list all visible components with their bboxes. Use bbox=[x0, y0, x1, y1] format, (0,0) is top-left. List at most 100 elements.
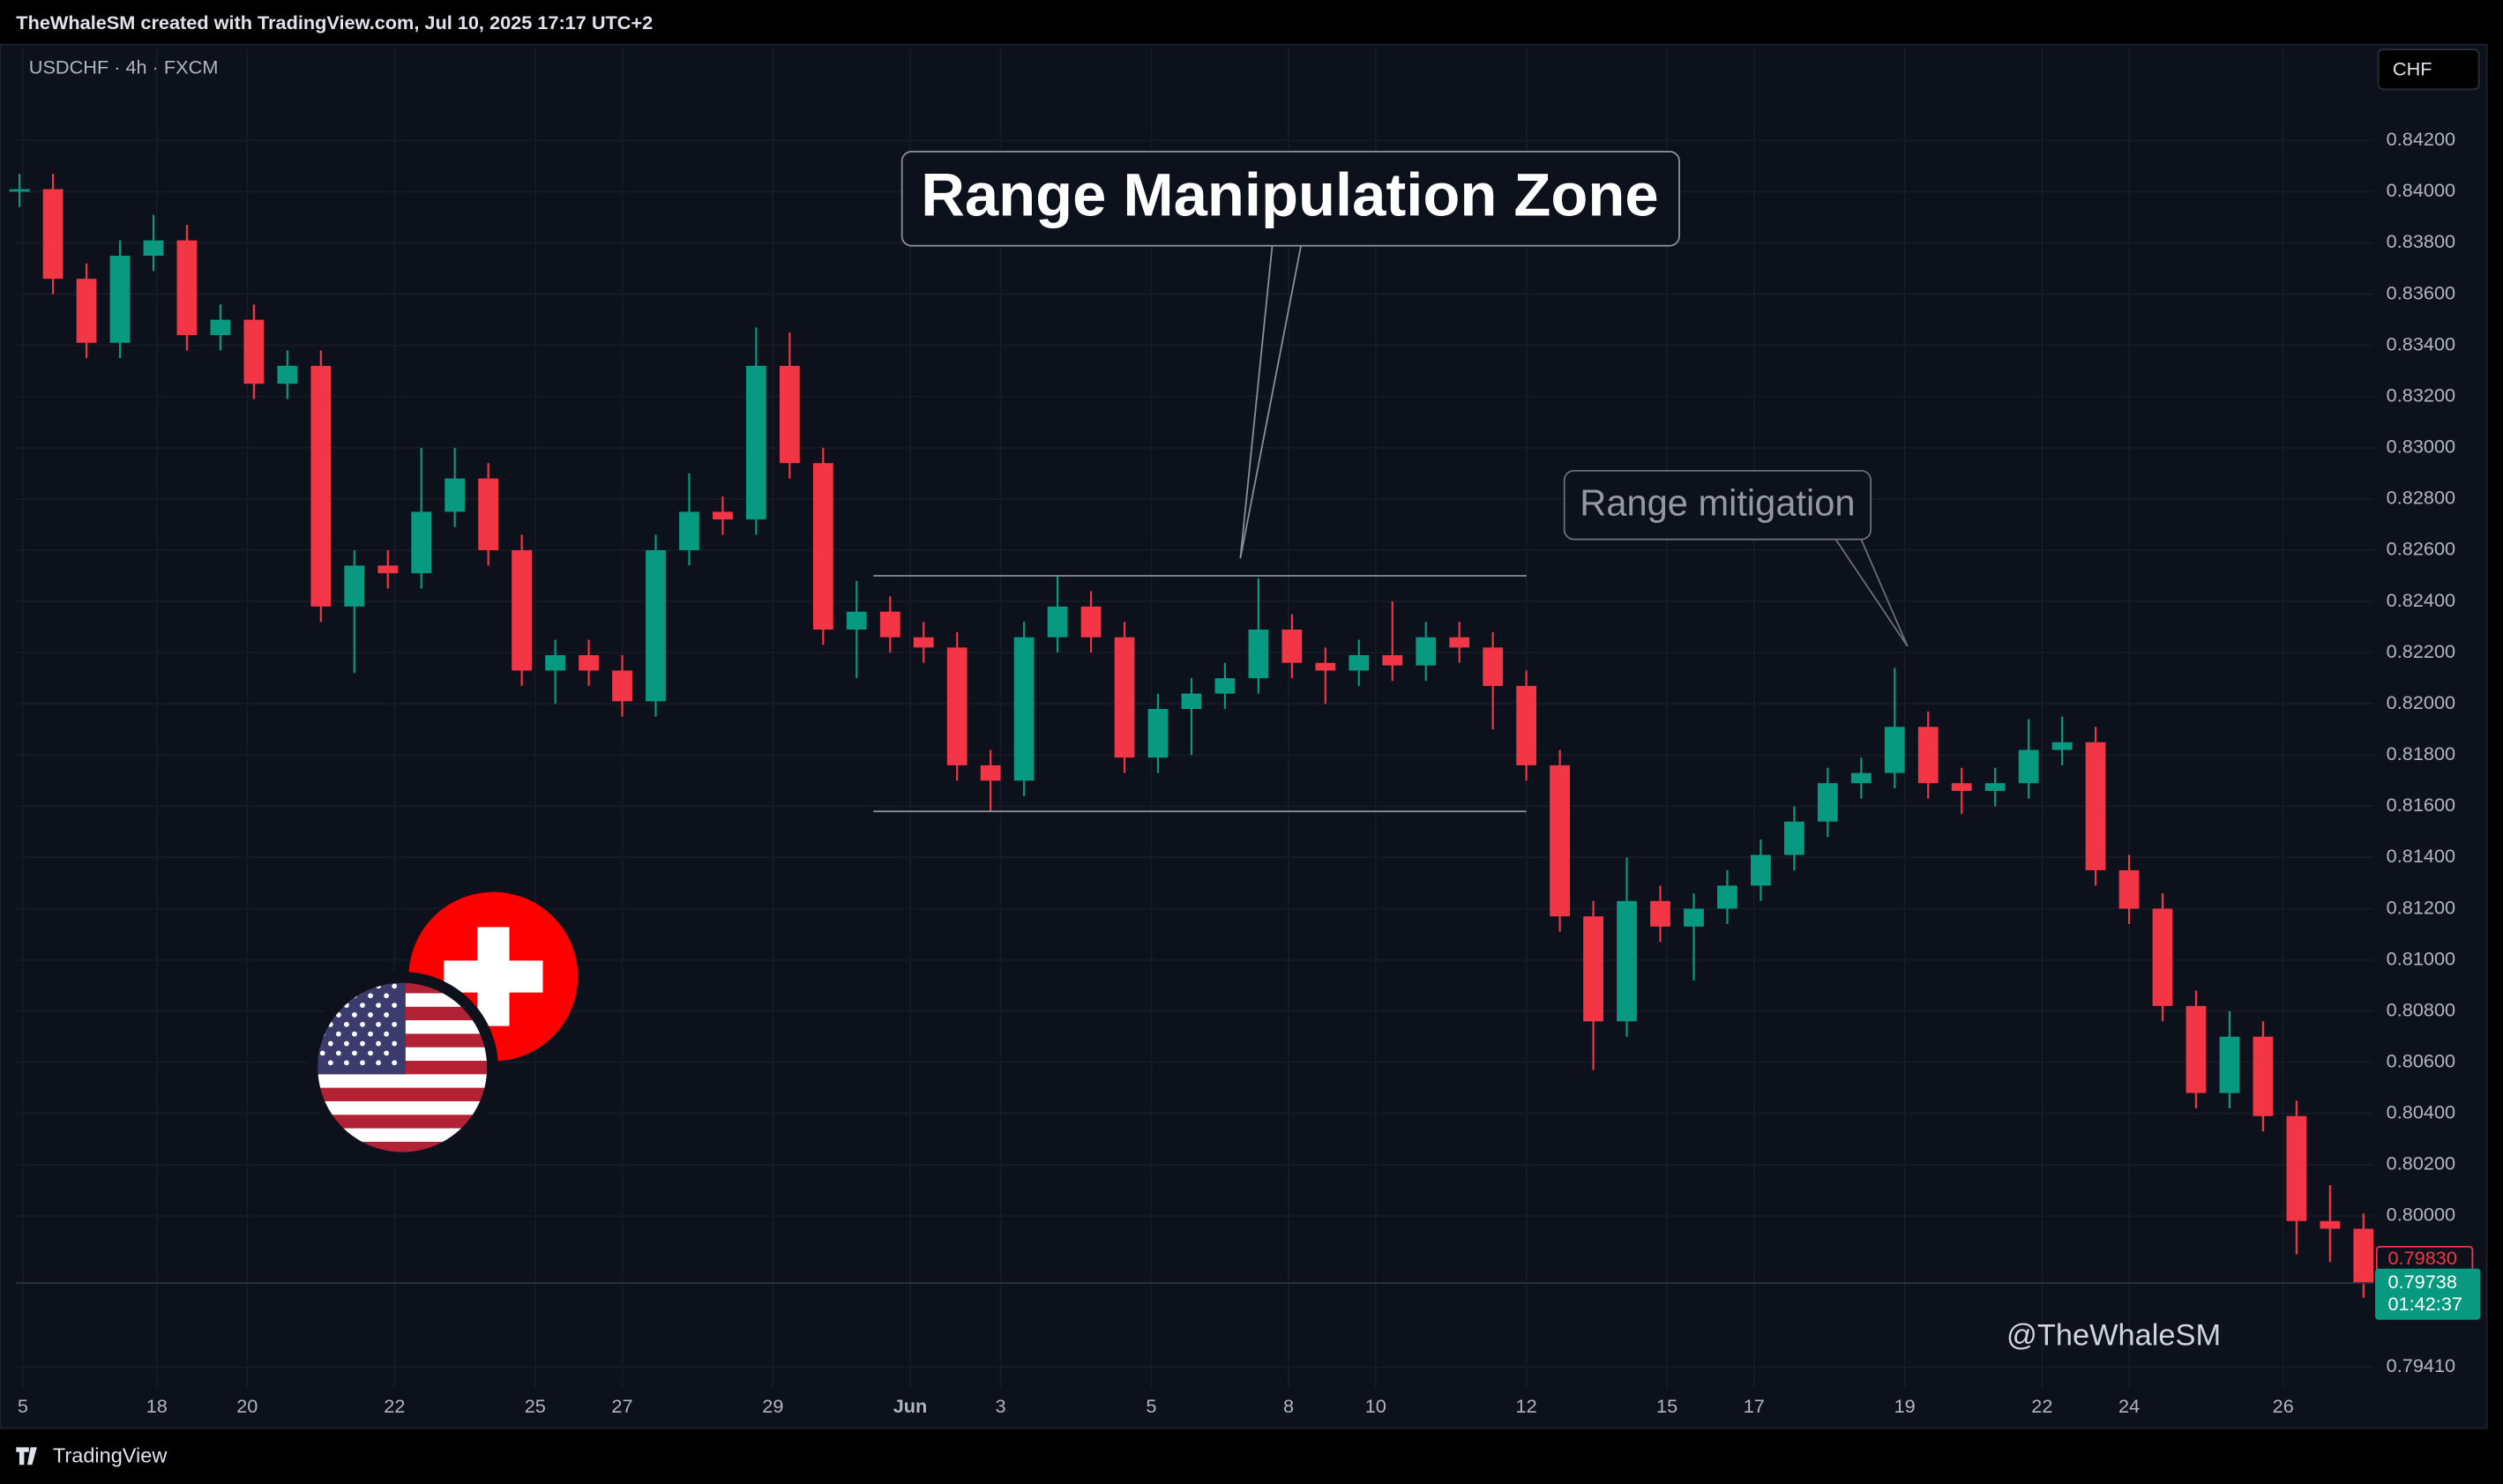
flag-star bbox=[327, 1060, 333, 1066]
y-tick-label: 0.82000 bbox=[2387, 691, 2455, 713]
flag-star bbox=[368, 1012, 373, 1018]
callout-box bbox=[1563, 469, 1872, 541]
last-price-label: 0.79738 bbox=[2387, 1271, 2456, 1293]
candle-body bbox=[243, 319, 265, 384]
candle-body bbox=[1583, 916, 1603, 1022]
candle-body bbox=[2152, 908, 2173, 1006]
flag-star bbox=[392, 983, 398, 989]
flag-star bbox=[344, 1021, 349, 1027]
flag-star bbox=[384, 993, 390, 999]
x-tick-label: 29 bbox=[762, 1395, 783, 1417]
x-tick-label: 15 bbox=[1656, 1395, 1677, 1417]
x-tick-label: 22 bbox=[2031, 1395, 2052, 1417]
flag-star bbox=[392, 1060, 398, 1066]
candle-body bbox=[2185, 1005, 2207, 1093]
candle-body bbox=[1617, 900, 1637, 1022]
candle-body bbox=[1181, 693, 1202, 710]
candle-body bbox=[1013, 637, 1035, 781]
candle-body bbox=[1951, 783, 1972, 791]
candle-body bbox=[946, 647, 968, 765]
flag-star bbox=[352, 1012, 357, 1018]
y-tick-label: 0.82400 bbox=[2387, 589, 2455, 611]
flag-stripe bbox=[318, 1141, 488, 1152]
callout-pointer bbox=[1834, 539, 1909, 647]
flag-star bbox=[360, 1060, 365, 1066]
candle-body bbox=[1281, 629, 1303, 663]
swiss-cross bbox=[444, 960, 543, 993]
candle-body bbox=[579, 655, 599, 671]
candle-body bbox=[2320, 1220, 2341, 1229]
y-tick-label: 0.79410 bbox=[2387, 1354, 2455, 1376]
flag-star bbox=[327, 1040, 333, 1047]
flags bbox=[306, 891, 579, 1164]
flag-star bbox=[368, 993, 373, 999]
candle-body bbox=[879, 611, 900, 638]
candle-body bbox=[210, 319, 231, 336]
countdown: 01:42:37 bbox=[2387, 1293, 2462, 1315]
y-tick-label: 0.82200 bbox=[2387, 640, 2455, 662]
candle-body bbox=[1416, 637, 1437, 666]
y-tick-label: 0.80200 bbox=[2387, 1152, 2455, 1175]
y-tick-label: 0.81400 bbox=[2387, 845, 2455, 867]
candle-body bbox=[1917, 727, 1939, 784]
flag-stripe bbox=[318, 1074, 488, 1089]
candle-body bbox=[1449, 637, 1470, 648]
candle-body bbox=[646, 549, 666, 702]
y-tick-label: 0.80600 bbox=[2387, 1049, 2455, 1071]
candle-body bbox=[2286, 1115, 2307, 1221]
x-tick-label: 27 bbox=[611, 1395, 632, 1417]
candle-body bbox=[143, 240, 164, 257]
candle-body bbox=[713, 511, 733, 520]
candle-body bbox=[1080, 606, 1102, 638]
y-tick-label: 0.83400 bbox=[2387, 332, 2455, 354]
chart-pane bbox=[0, 43, 2488, 1429]
annotation: Range mitigation bbox=[1580, 482, 1855, 524]
x-tick-label: 22 bbox=[384, 1395, 405, 1417]
flag-star bbox=[344, 1040, 349, 1047]
candle-body bbox=[42, 189, 64, 280]
candle-body bbox=[1650, 900, 1670, 927]
currency[interactable]: CHF bbox=[2393, 57, 2432, 79]
x-tick-label: 17 bbox=[1744, 1395, 1765, 1417]
y-tick-label: 0.80000 bbox=[2387, 1204, 2455, 1226]
candle-body bbox=[545, 655, 565, 671]
x-tick-label: 20 bbox=[236, 1395, 258, 1417]
y-tick-label: 0.81000 bbox=[2387, 947, 2455, 969]
x-tick-label: 12 bbox=[1516, 1395, 1537, 1417]
header-text: TheWhaleSM created with TradingView.com,… bbox=[16, 11, 653, 34]
y-tick-label: 0.84000 bbox=[2387, 179, 2455, 201]
candle-body bbox=[980, 764, 1001, 781]
candle-body bbox=[812, 463, 833, 630]
flag-star bbox=[335, 1031, 341, 1037]
overlays: Range Manipulation Zone Range mitigation 0… bbox=[16, 151, 2481, 1320]
candles bbox=[9, 174, 2374, 1298]
footer-bar bbox=[0, 1429, 2503, 1484]
candle-body bbox=[1516, 685, 1537, 765]
candle-body bbox=[344, 565, 365, 607]
flag-star bbox=[376, 1021, 382, 1027]
symbol: USDCHF · 4h · FXCM bbox=[29, 56, 219, 78]
flag-star bbox=[352, 1031, 357, 1037]
candle-body bbox=[779, 365, 800, 464]
currency-box[interactable] bbox=[2377, 48, 2480, 91]
candle-body bbox=[1214, 678, 1236, 694]
candle-body bbox=[377, 565, 399, 574]
candle-body bbox=[9, 189, 30, 192]
flag-star bbox=[368, 1050, 373, 1056]
callout-box bbox=[900, 151, 1680, 247]
x-tick-label: 8 bbox=[1283, 1395, 1294, 1417]
flag-star bbox=[392, 1040, 398, 1047]
candle-body bbox=[1850, 772, 1872, 784]
candle-body bbox=[1483, 647, 1504, 686]
candle-body bbox=[2118, 869, 2140, 909]
y-tick-label: 0.81600 bbox=[2387, 794, 2455, 816]
footer-brand: TradingView bbox=[53, 1443, 168, 1466]
flag-star bbox=[335, 1050, 341, 1056]
x-tick-label: 19 bbox=[1894, 1395, 1916, 1417]
flag-star bbox=[368, 1031, 373, 1037]
y-tick-label: 0.80800 bbox=[2387, 998, 2455, 1020]
candle-body bbox=[1349, 655, 1370, 671]
flag-star bbox=[376, 1060, 382, 1066]
